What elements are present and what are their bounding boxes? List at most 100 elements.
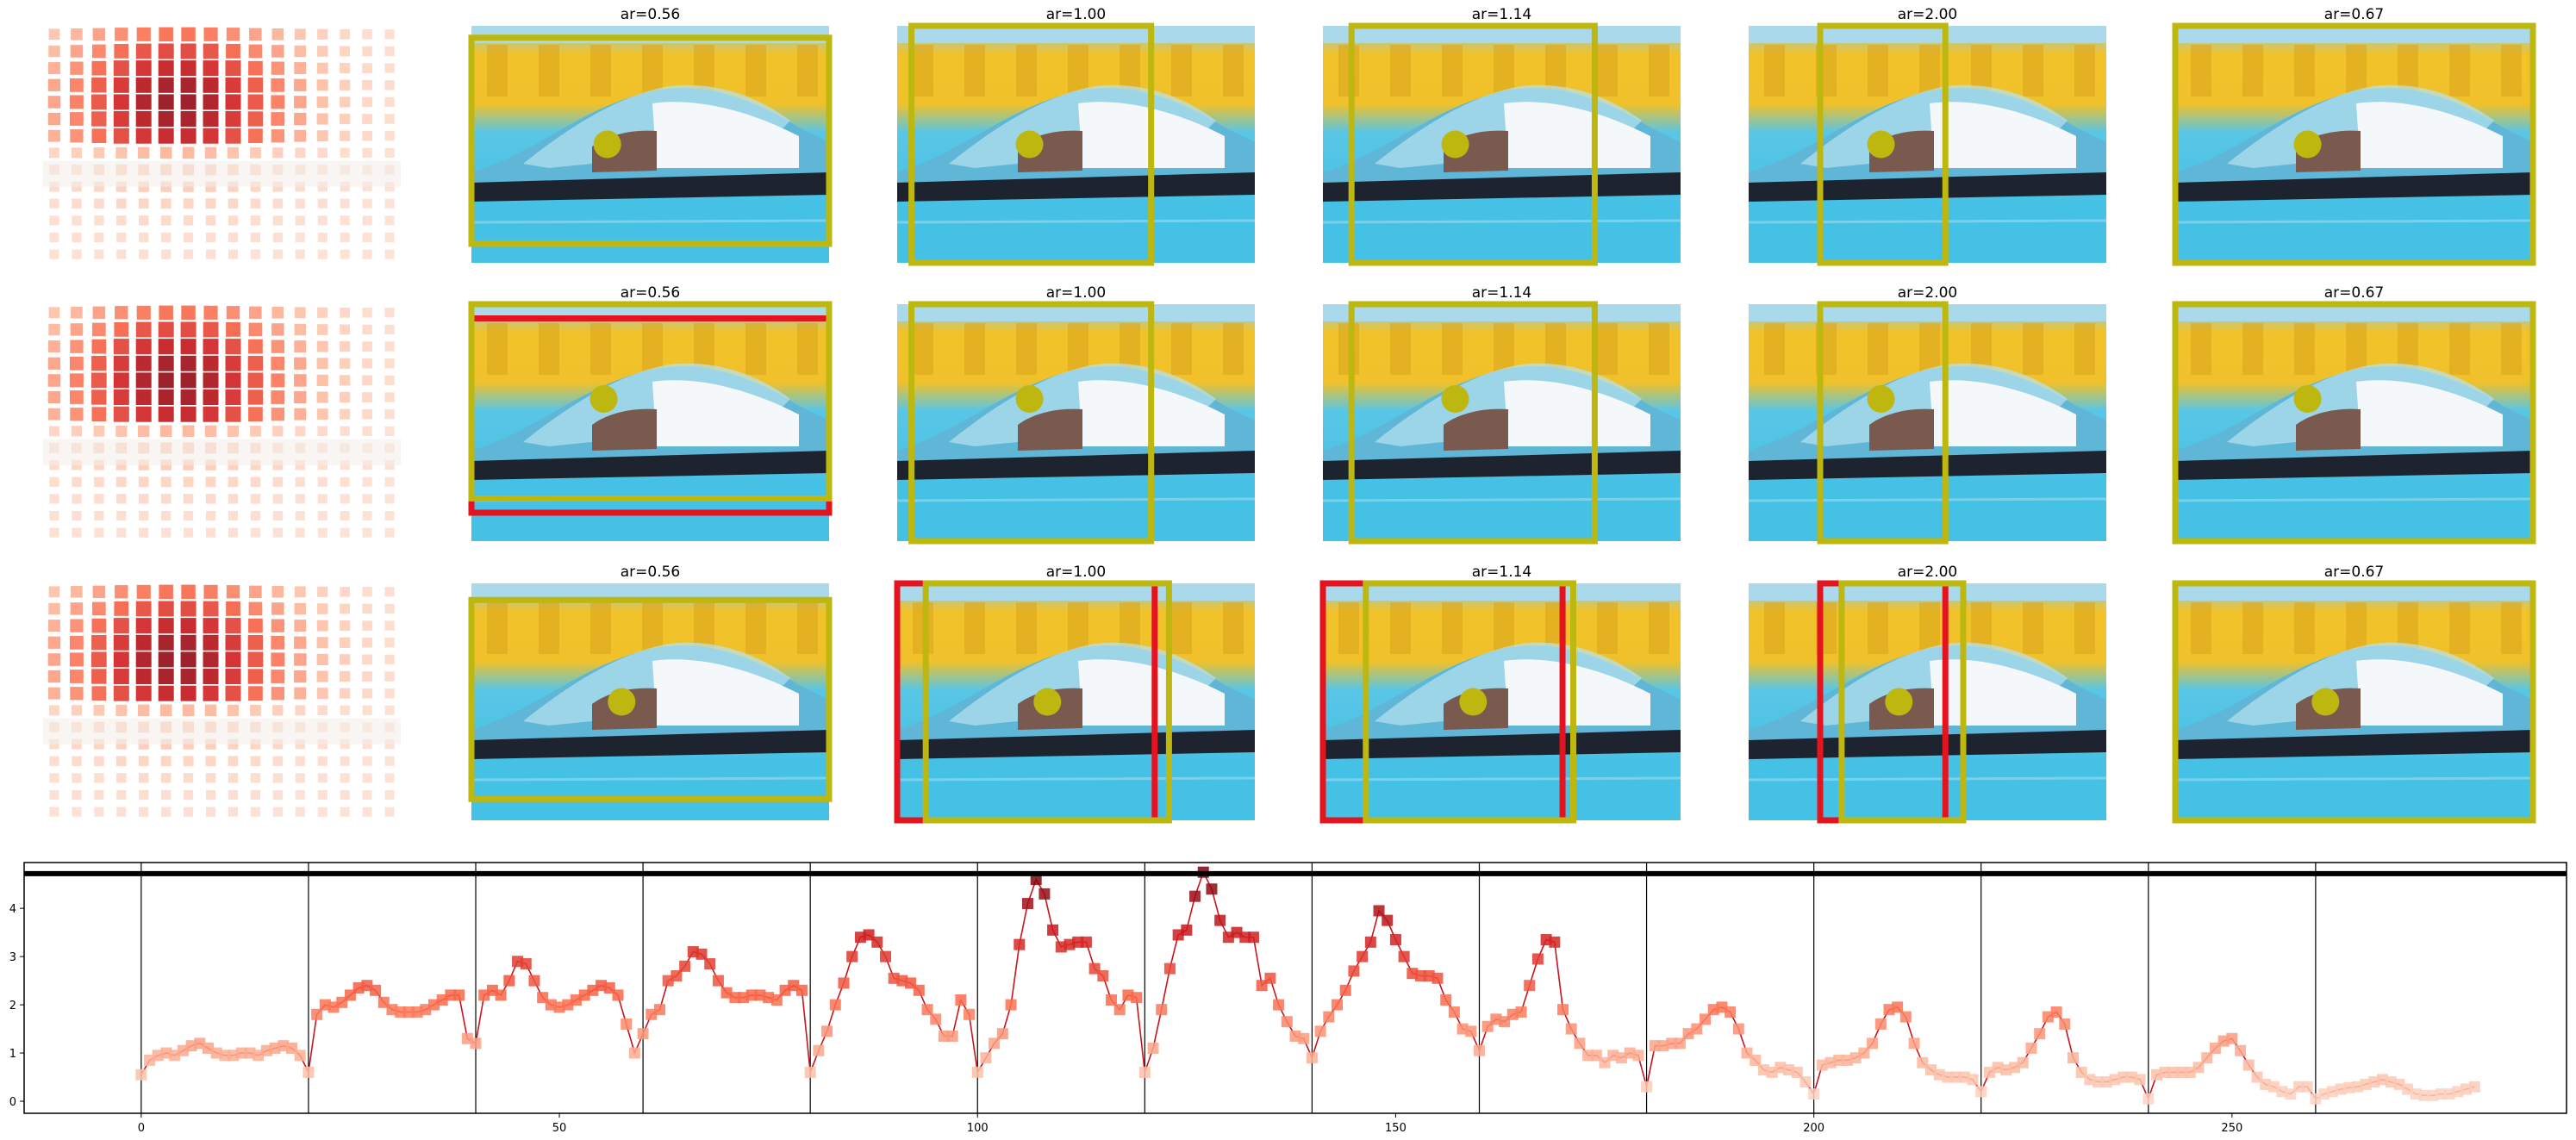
heatmap-cell xyxy=(161,807,172,817)
heatmap-cell xyxy=(91,635,107,651)
heatmap-cell xyxy=(91,372,107,389)
swimmer-photo xyxy=(897,583,1255,820)
heatmap-cell xyxy=(272,147,284,159)
heatmap-cell xyxy=(48,620,60,632)
heatmap-cell xyxy=(91,356,107,371)
heatmap-cell xyxy=(116,789,127,800)
data-point xyxy=(1339,984,1351,996)
data-point xyxy=(1515,1006,1527,1018)
heatmap-cell xyxy=(158,389,174,405)
heatmap-cell xyxy=(180,389,196,405)
heatmap-cell xyxy=(384,29,395,40)
data-point xyxy=(621,1018,633,1030)
data-point xyxy=(804,1066,816,1078)
heatmap-cell xyxy=(49,477,59,487)
heatmap-cell xyxy=(316,96,328,108)
heatmap-cell xyxy=(316,62,328,74)
heatmap-cell xyxy=(317,527,327,538)
heatmap-cell xyxy=(340,654,351,665)
panel-title: ar=0.67 xyxy=(2324,284,2385,302)
data-point xyxy=(2059,1018,2071,1030)
heatmap-cell xyxy=(271,652,285,667)
heatmap-cell xyxy=(384,215,395,226)
heatmap-cell xyxy=(158,651,174,668)
data-point xyxy=(1214,914,1226,926)
panel-r3-c1: ar=0.56 xyxy=(468,564,833,820)
data-point xyxy=(2235,1044,2247,1056)
ground-truth-box xyxy=(1838,580,1967,824)
panel-title: ar=2.00 xyxy=(1898,564,1958,581)
heatmap-cell xyxy=(69,373,84,388)
heatmap-cell xyxy=(226,601,240,616)
heatmap-cell xyxy=(317,147,327,159)
heatmap-cell xyxy=(71,705,82,716)
data-point xyxy=(955,994,967,1006)
data-point xyxy=(1473,1044,1485,1056)
heatmap-cell xyxy=(70,112,84,126)
heatmap-cell xyxy=(113,669,129,684)
heatmap-cell xyxy=(248,407,263,421)
heatmap-cell xyxy=(91,618,107,633)
heatmap-cell xyxy=(362,215,372,226)
heatmap-cell xyxy=(384,147,395,158)
heatmap-cell xyxy=(247,669,264,684)
heatmap-cell xyxy=(116,249,127,259)
heatmap-cell xyxy=(72,527,82,538)
data-point xyxy=(503,975,515,987)
panel-r1-c4: ar=2.00 xyxy=(1749,6,2106,266)
heatmap-cell xyxy=(158,94,174,110)
heatmap-cell xyxy=(180,111,196,127)
heatmap-cell xyxy=(205,198,216,209)
gaze-point xyxy=(608,688,636,716)
heatmap-cell xyxy=(340,620,351,632)
heatmap-cell xyxy=(71,426,82,437)
heatmap-cell xyxy=(113,618,129,634)
heatmap-cell xyxy=(294,45,306,58)
gaze-point xyxy=(1867,130,1895,159)
heatmap-cell xyxy=(203,601,219,617)
heatmap-cell xyxy=(115,585,128,599)
heatmap-cell xyxy=(295,233,305,243)
heatmap-cell xyxy=(115,425,128,437)
heatmap-cell xyxy=(48,307,60,319)
heatmap-cell xyxy=(248,686,263,701)
heatmap-cell xyxy=(203,618,219,634)
data-point xyxy=(1389,934,1401,946)
heatmap-cell xyxy=(203,27,218,41)
heatmap-cell xyxy=(92,585,106,599)
x-tick-label: 150 xyxy=(1385,1122,1407,1135)
heatmap-cell xyxy=(228,249,238,259)
heatmap-cell xyxy=(70,356,84,371)
data-point xyxy=(2067,1052,2079,1064)
heatmap-cell xyxy=(158,618,174,634)
heatmap-cell xyxy=(384,308,395,318)
data-point xyxy=(989,1037,1001,1050)
heatmap-cell xyxy=(295,511,305,521)
gaze-point xyxy=(1015,385,1044,413)
heatmap-cell xyxy=(272,705,284,716)
heatmap-cell xyxy=(113,128,129,144)
heatmap-cell xyxy=(248,339,263,354)
heatmap-cell xyxy=(180,339,196,355)
heatmap-cell xyxy=(160,773,172,783)
heatmap-cell xyxy=(92,306,106,320)
data-point xyxy=(2025,1042,2037,1054)
heatmap-cell xyxy=(48,586,60,598)
data-point xyxy=(1189,890,1201,902)
heatmap-cell xyxy=(362,671,372,682)
ground-truth-box xyxy=(2172,22,2536,266)
data-point xyxy=(980,1052,992,1064)
y-tick-label: 2 xyxy=(9,1000,16,1012)
heatmap-cell xyxy=(205,232,216,243)
heatmap-cell xyxy=(362,587,372,597)
heatmap-cell xyxy=(340,97,351,108)
heatmap-cell xyxy=(158,128,174,144)
heatmap-cell xyxy=(294,129,307,142)
data-point xyxy=(1364,936,1376,948)
heatmap-cell xyxy=(138,704,150,716)
heatmap-cell xyxy=(316,688,328,700)
data-point xyxy=(1557,1004,1569,1016)
heatmap-cell xyxy=(135,634,152,651)
heatmap-cell xyxy=(158,406,174,422)
